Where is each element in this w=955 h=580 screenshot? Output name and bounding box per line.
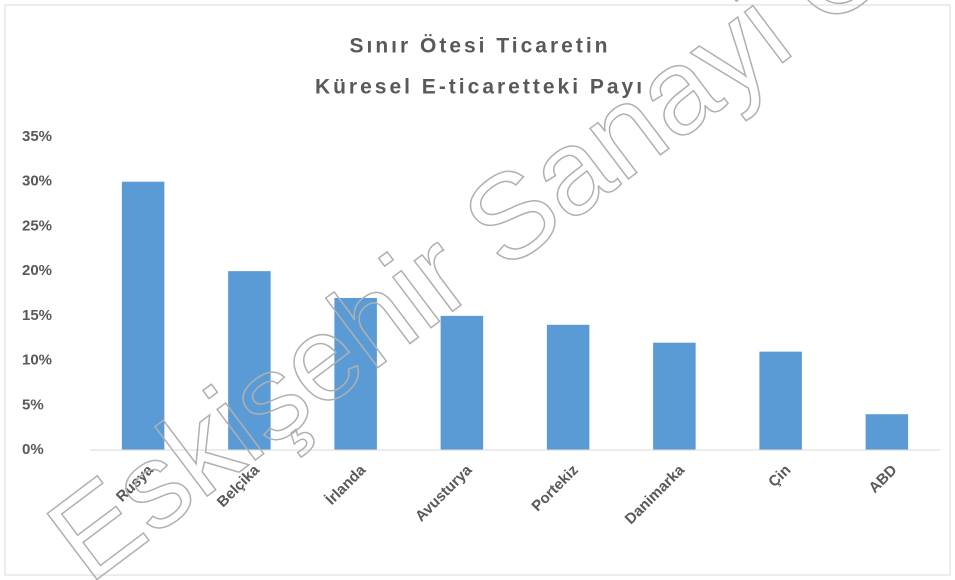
y-tick-label: 35%	[22, 128, 52, 145]
chart-title: Küresel E-ticaretteki Payı	[315, 76, 645, 99]
y-tick-label: 5%	[22, 396, 44, 413]
bar	[440, 315, 484, 450]
bar	[759, 351, 802, 450]
bar	[334, 297, 377, 450]
bar	[546, 324, 590, 450]
y-tick-label: 15%	[22, 307, 52, 324]
y-tick-label: 25%	[22, 217, 52, 234]
bar	[865, 414, 909, 450]
chart-title: Sınır Ötesi Ticaretin	[349, 35, 610, 58]
bar	[228, 271, 271, 450]
bar	[653, 342, 696, 450]
y-tick-label: 20%	[22, 262, 52, 279]
y-tick-label: 30%	[22, 173, 52, 190]
y-tick-label: 0%	[22, 441, 44, 458]
y-tick-label: 10%	[22, 352, 52, 369]
bar	[121, 181, 165, 450]
